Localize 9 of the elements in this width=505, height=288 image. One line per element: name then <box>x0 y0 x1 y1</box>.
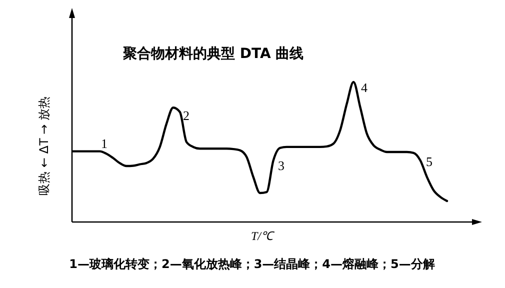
annotation: 3 <box>278 158 284 173</box>
chart-title: 聚合物材料的典型 DTA 曲线 <box>122 46 304 62</box>
text: 1—玻璃化转变；2—氧化放热峰；3—结晶峰；4—熔融峰；5—分解 <box>69 257 435 271</box>
annotation: 4 <box>361 80 368 95</box>
annotation: 2 <box>183 108 190 123</box>
y-axis-title: 吸热 ← ΔT → 放热 <box>37 96 51 196</box>
x-axis-title: T/℃ <box>250 229 275 243</box>
annotation: 5 <box>426 154 432 169</box>
annotation: 1 <box>101 136 108 151</box>
